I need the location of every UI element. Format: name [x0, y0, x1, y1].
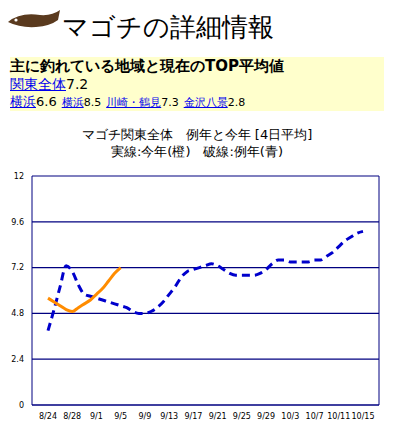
svg-text:0: 0 — [19, 401, 24, 410]
svg-text:9/21: 9/21 — [209, 412, 227, 421]
svg-text:9/1: 9/1 — [90, 412, 103, 421]
svg-text:12: 12 — [14, 172, 24, 181]
svg-text:9.6: 9.6 — [11, 218, 24, 227]
html-text:横浜6.6 横浜8.5 川崎・鶴見7.3 金沢八景2.8: 横浜6.6 横浜8.5 川崎・鶴見7.3 金沢八景2.8 — [10, 94, 246, 109]
svg-text:10/11: 10/11 — [327, 412, 350, 421]
svg-text:10/7: 10/7 — [306, 412, 324, 421]
svg-text:7.2: 7.2 — [11, 263, 24, 272]
svg-text:9/9: 9/9 — [138, 412, 151, 421]
html-text:主に釣れている地域と現在のTOP平均値: 主に釣れている地域と現在のTOP平均値 — [10, 57, 284, 75]
html-text:マゴチの詳細情報: マゴチの詳細情報 — [62, 12, 274, 42]
svg-text:9/13: 9/13 — [160, 412, 178, 421]
svg-text:4.8: 4.8 — [11, 309, 24, 318]
svg-text:9/5: 9/5 — [114, 412, 127, 421]
svg-text:10/3: 10/3 — [281, 412, 299, 421]
svg-text:9/29: 9/29 — [257, 412, 275, 421]
svg-text:8/28: 8/28 — [63, 412, 81, 421]
html-text:実線:今年(橙) 破線:例年(青): 実線:今年(橙) 破線:例年(青) — [111, 144, 283, 159]
svg-text:8/24: 8/24 — [39, 412, 57, 421]
svg-text:9/17: 9/17 — [184, 412, 202, 421]
html-text:マゴチ関東全体 例年と今年 [4日平均]: マゴチ関東全体 例年と今年 [4日平均] — [81, 127, 313, 142]
svg-text:2.4: 2.4 — [11, 355, 24, 364]
svg-text:9/25: 9/25 — [233, 412, 251, 421]
svg-text:10/15: 10/15 — [351, 412, 374, 421]
html-text:関東全体7.2: 関東全体7.2 — [10, 76, 89, 92]
